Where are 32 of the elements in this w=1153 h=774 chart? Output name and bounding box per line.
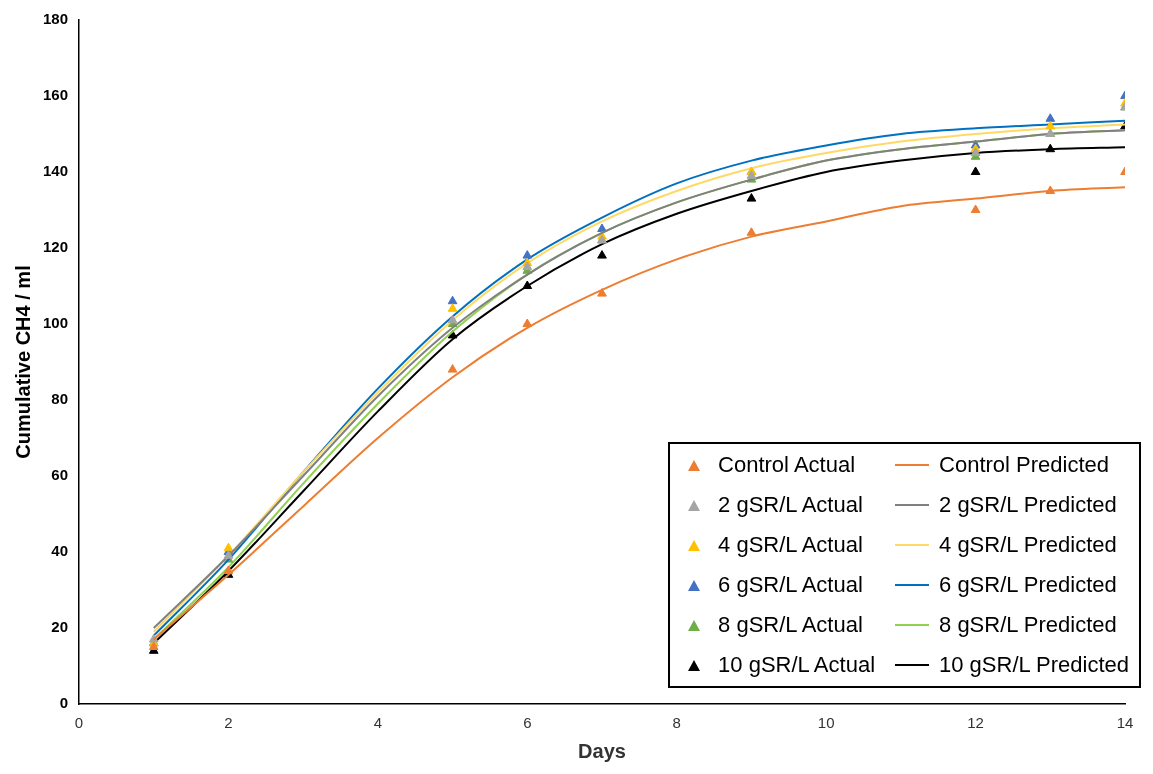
x-tick-label: 0 [74, 714, 84, 732]
legend-label: 6 gSR/L Actual [718, 572, 863, 598]
legend-label: Control Predicted [939, 452, 1110, 478]
y-tick-label: 20 [51, 618, 69, 636]
legend-label: 10 gSR/L Actual [718, 652, 876, 678]
y-tick-label: 100 [43, 314, 69, 332]
legend-label: 10 gSR/L Predicted [939, 652, 1129, 678]
x-tick-label: 2 [224, 714, 233, 732]
legend-label: 8 gSR/L Predicted [939, 612, 1117, 638]
legend-label: 6 gSR/L Predicted [939, 572, 1117, 598]
x-tick-label: 12 [967, 714, 984, 732]
legend-label: 8 gSR/L Actual [718, 612, 863, 638]
y-axis-title: Cumulative CH4 / ml [11, 265, 34, 459]
legend-label: 4 gSR/L Actual [718, 532, 863, 558]
x-axis-title: Days [578, 739, 626, 762]
y-tick-label: 160 [43, 86, 69, 104]
y-tick-label: 40 [51, 542, 69, 560]
legend-label: Control Actual [718, 452, 856, 478]
x-tick-label: 10 [817, 714, 835, 732]
x-tick-label: 4 [373, 714, 383, 732]
y-tick-label: 60 [51, 466, 69, 484]
legend-label: 2 gSR/L Predicted [939, 492, 1117, 518]
y-tick-label: 140 [43, 162, 69, 180]
legend-label: 2 gSR/L Actual [718, 492, 863, 518]
y-tick-label: 180 [43, 10, 69, 28]
x-tick-label: 8 [672, 714, 681, 732]
y-tick-label: 120 [43, 238, 69, 256]
legend-label: 4 gSR/L Predicted [939, 532, 1117, 558]
x-tick-label: 6 [523, 714, 532, 732]
x-tick-label: 14 [1116, 714, 1134, 732]
y-tick-label: 80 [51, 390, 69, 408]
y-tick-label: 0 [59, 694, 69, 712]
